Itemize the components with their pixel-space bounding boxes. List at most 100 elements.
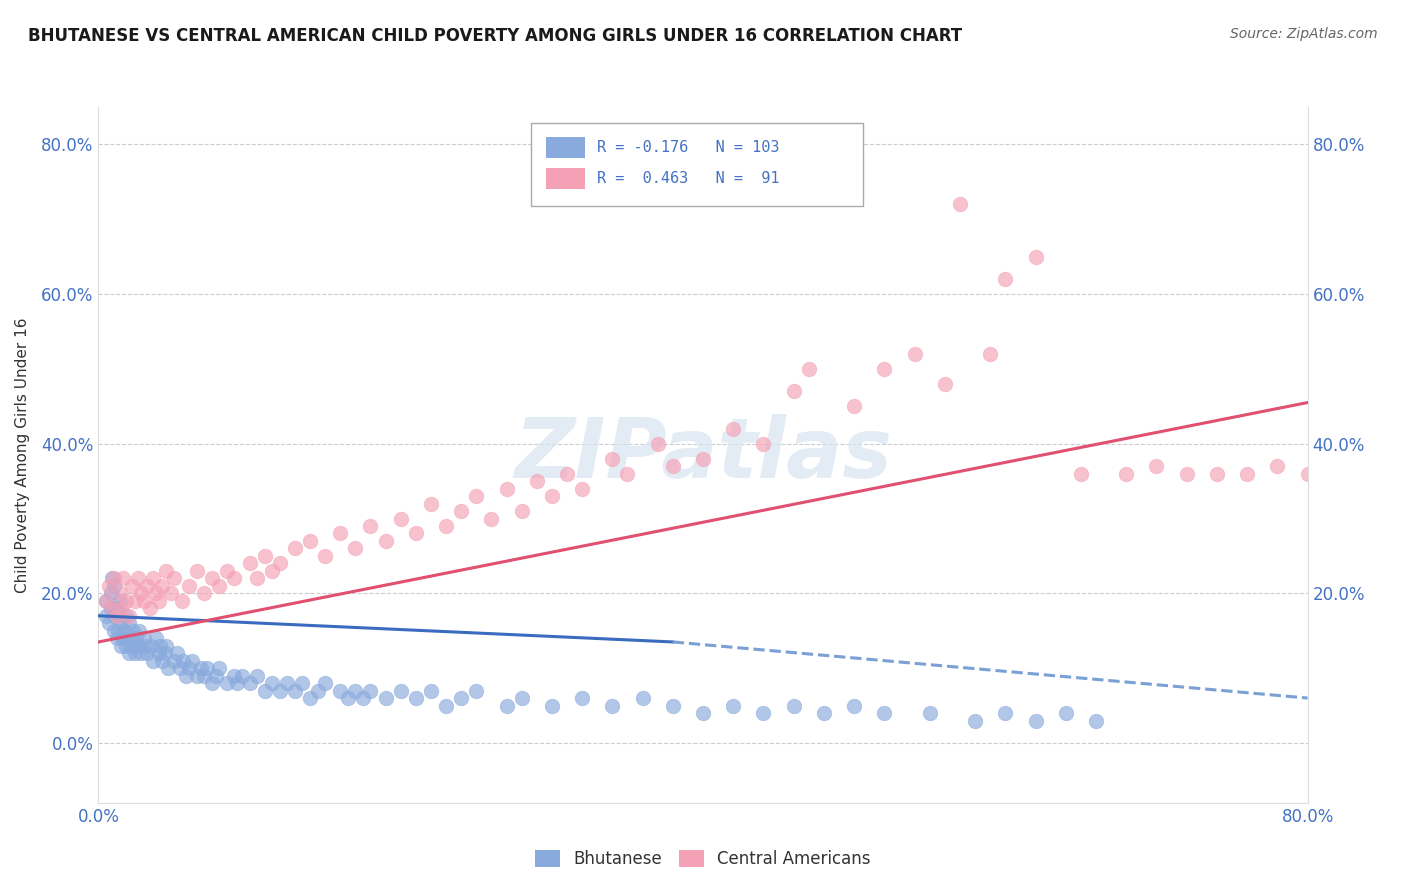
Point bbox=[163, 571, 186, 585]
Point bbox=[307, 683, 329, 698]
Point bbox=[114, 594, 136, 608]
Point bbox=[1296, 467, 1319, 481]
Point bbox=[405, 691, 427, 706]
Point bbox=[142, 654, 165, 668]
Point bbox=[142, 571, 165, 585]
Point bbox=[314, 549, 336, 563]
Point bbox=[314, 676, 336, 690]
Point bbox=[145, 586, 167, 600]
Point bbox=[262, 564, 284, 578]
Point bbox=[420, 497, 443, 511]
Point bbox=[135, 646, 157, 660]
Point bbox=[752, 706, 775, 720]
Point bbox=[389, 511, 412, 525]
Point bbox=[344, 683, 367, 698]
Point bbox=[329, 683, 352, 698]
Point bbox=[174, 668, 197, 682]
Point bbox=[1267, 459, 1289, 474]
Point bbox=[239, 557, 262, 571]
Y-axis label: Child Poverty Among Girls Under 16: Child Poverty Among Girls Under 16 bbox=[15, 318, 30, 592]
Point bbox=[1236, 467, 1258, 481]
Point bbox=[1144, 459, 1167, 474]
Point bbox=[150, 579, 173, 593]
Point bbox=[949, 197, 972, 211]
Point bbox=[465, 489, 488, 503]
Point bbox=[103, 571, 125, 585]
Point bbox=[434, 519, 457, 533]
Point bbox=[374, 691, 396, 706]
Point bbox=[571, 482, 593, 496]
Point bbox=[118, 616, 141, 631]
Point bbox=[797, 362, 820, 376]
Point bbox=[132, 631, 155, 645]
Point bbox=[276, 676, 298, 690]
Point bbox=[246, 571, 269, 585]
Point bbox=[662, 459, 685, 474]
Point bbox=[284, 683, 307, 698]
Point bbox=[121, 579, 143, 593]
Point bbox=[405, 526, 427, 541]
Point bbox=[111, 631, 134, 645]
Point bbox=[723, 698, 745, 713]
Point bbox=[1386, 467, 1406, 481]
Point bbox=[112, 624, 135, 638]
Point bbox=[98, 616, 121, 631]
Point bbox=[208, 579, 231, 593]
Point bbox=[1024, 250, 1046, 264]
Point bbox=[616, 467, 638, 481]
Point bbox=[105, 631, 128, 645]
Point bbox=[253, 549, 276, 563]
Point bbox=[224, 668, 246, 682]
Point bbox=[179, 579, 201, 593]
Point bbox=[129, 586, 152, 600]
Point bbox=[155, 564, 177, 578]
Point bbox=[374, 533, 396, 548]
Point bbox=[170, 594, 193, 608]
Point bbox=[571, 691, 593, 706]
Point bbox=[360, 683, 382, 698]
Point bbox=[1357, 467, 1379, 481]
Text: Source: ZipAtlas.com: Source: ZipAtlas.com bbox=[1230, 27, 1378, 41]
Point bbox=[148, 594, 170, 608]
Text: R =  0.463   N =  91: R = 0.463 N = 91 bbox=[596, 171, 779, 186]
Point bbox=[114, 639, 136, 653]
Point bbox=[205, 668, 228, 682]
Point bbox=[101, 571, 124, 585]
Point bbox=[107, 608, 129, 623]
Point bbox=[1070, 467, 1092, 481]
Point bbox=[994, 706, 1017, 720]
Point bbox=[269, 557, 291, 571]
FancyBboxPatch shape bbox=[531, 123, 863, 206]
Point bbox=[692, 451, 714, 466]
Point bbox=[934, 376, 956, 391]
Point bbox=[195, 661, 218, 675]
Point bbox=[495, 482, 517, 496]
Point bbox=[125, 631, 148, 645]
Point bbox=[94, 608, 117, 623]
Point bbox=[100, 601, 122, 615]
Point bbox=[108, 594, 131, 608]
Point bbox=[231, 668, 253, 682]
Point bbox=[107, 624, 129, 638]
Point bbox=[844, 399, 866, 413]
Point bbox=[181, 654, 204, 668]
Point bbox=[108, 586, 131, 600]
Point bbox=[193, 668, 215, 682]
Point bbox=[299, 533, 322, 548]
Point bbox=[352, 691, 374, 706]
Point bbox=[253, 683, 276, 698]
Point bbox=[124, 594, 146, 608]
Point bbox=[110, 601, 132, 615]
Point bbox=[215, 676, 238, 690]
Point bbox=[602, 698, 624, 713]
Point bbox=[128, 624, 150, 638]
Point bbox=[662, 698, 685, 713]
Point bbox=[186, 564, 208, 578]
Point bbox=[979, 347, 1001, 361]
Point bbox=[783, 698, 806, 713]
Point bbox=[132, 594, 155, 608]
Point bbox=[510, 504, 533, 518]
Point bbox=[124, 646, 146, 660]
Point bbox=[110, 639, 132, 653]
Point bbox=[783, 384, 806, 399]
